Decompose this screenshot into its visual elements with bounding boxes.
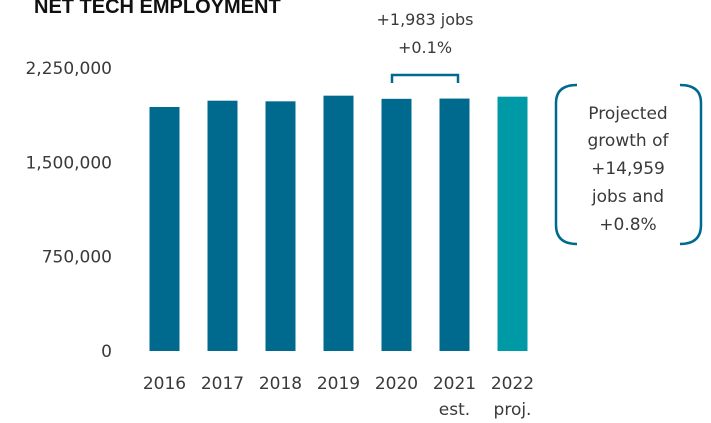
projection-line-3: +14,959 xyxy=(591,159,665,179)
x-tick-label: 2020 xyxy=(375,374,418,394)
change-annotation-jobs: +1,983 jobs xyxy=(376,10,473,29)
y-axis: 0 750,000 1,500,000 2,250,000 xyxy=(25,59,112,362)
x-tick-label: 2022 xyxy=(491,374,534,394)
y-tick-label: 1,500,000 xyxy=(25,153,112,173)
projection-line-5: +0.8% xyxy=(599,215,656,235)
change-annotation-percent: +0.1% xyxy=(398,38,452,57)
bar-2017 xyxy=(207,100,238,351)
projection-line-1: Projected xyxy=(588,104,667,124)
x-tick-label: 2018 xyxy=(259,374,302,394)
bar-2022 xyxy=(497,96,528,351)
projection-line-4: jobs and xyxy=(591,187,664,207)
chart-title: NET TECH EMPLOYMENT xyxy=(34,0,281,18)
change-bracket xyxy=(390,73,460,83)
change-annotation: +1,983 jobs +0.1% xyxy=(376,10,474,83)
y-tick-label: 2,250,000 xyxy=(25,59,112,79)
x-tick-label: 2019 xyxy=(317,374,360,394)
projection-line-2: growth of xyxy=(588,131,670,151)
y-tick-label: 0 xyxy=(101,342,112,362)
x-tick-sublabel: est. xyxy=(439,400,470,420)
projection-bracket-left xyxy=(554,83,578,246)
bars xyxy=(149,95,528,352)
bar-2020 xyxy=(381,98,412,351)
x-tick-label: 2021 xyxy=(433,374,476,394)
x-tick-label: 2017 xyxy=(201,374,244,394)
bar-2018 xyxy=(265,101,296,351)
bar-2019 xyxy=(323,95,354,351)
x-tick-label: 2016 xyxy=(143,374,186,394)
projection-bracket-right xyxy=(679,83,703,246)
x-tick-sublabel: proj. xyxy=(494,400,532,420)
y-tick-label: 750,000 xyxy=(42,248,112,268)
bar-2021 xyxy=(439,98,470,352)
x-axis: 2016 2017 2018 2019 2020 2021 est. 2022 proj. xyxy=(143,374,534,420)
projection-annotation: Projected growth of +14,959 jobs and +0.… xyxy=(554,83,703,246)
bar-2016 xyxy=(149,106,180,351)
